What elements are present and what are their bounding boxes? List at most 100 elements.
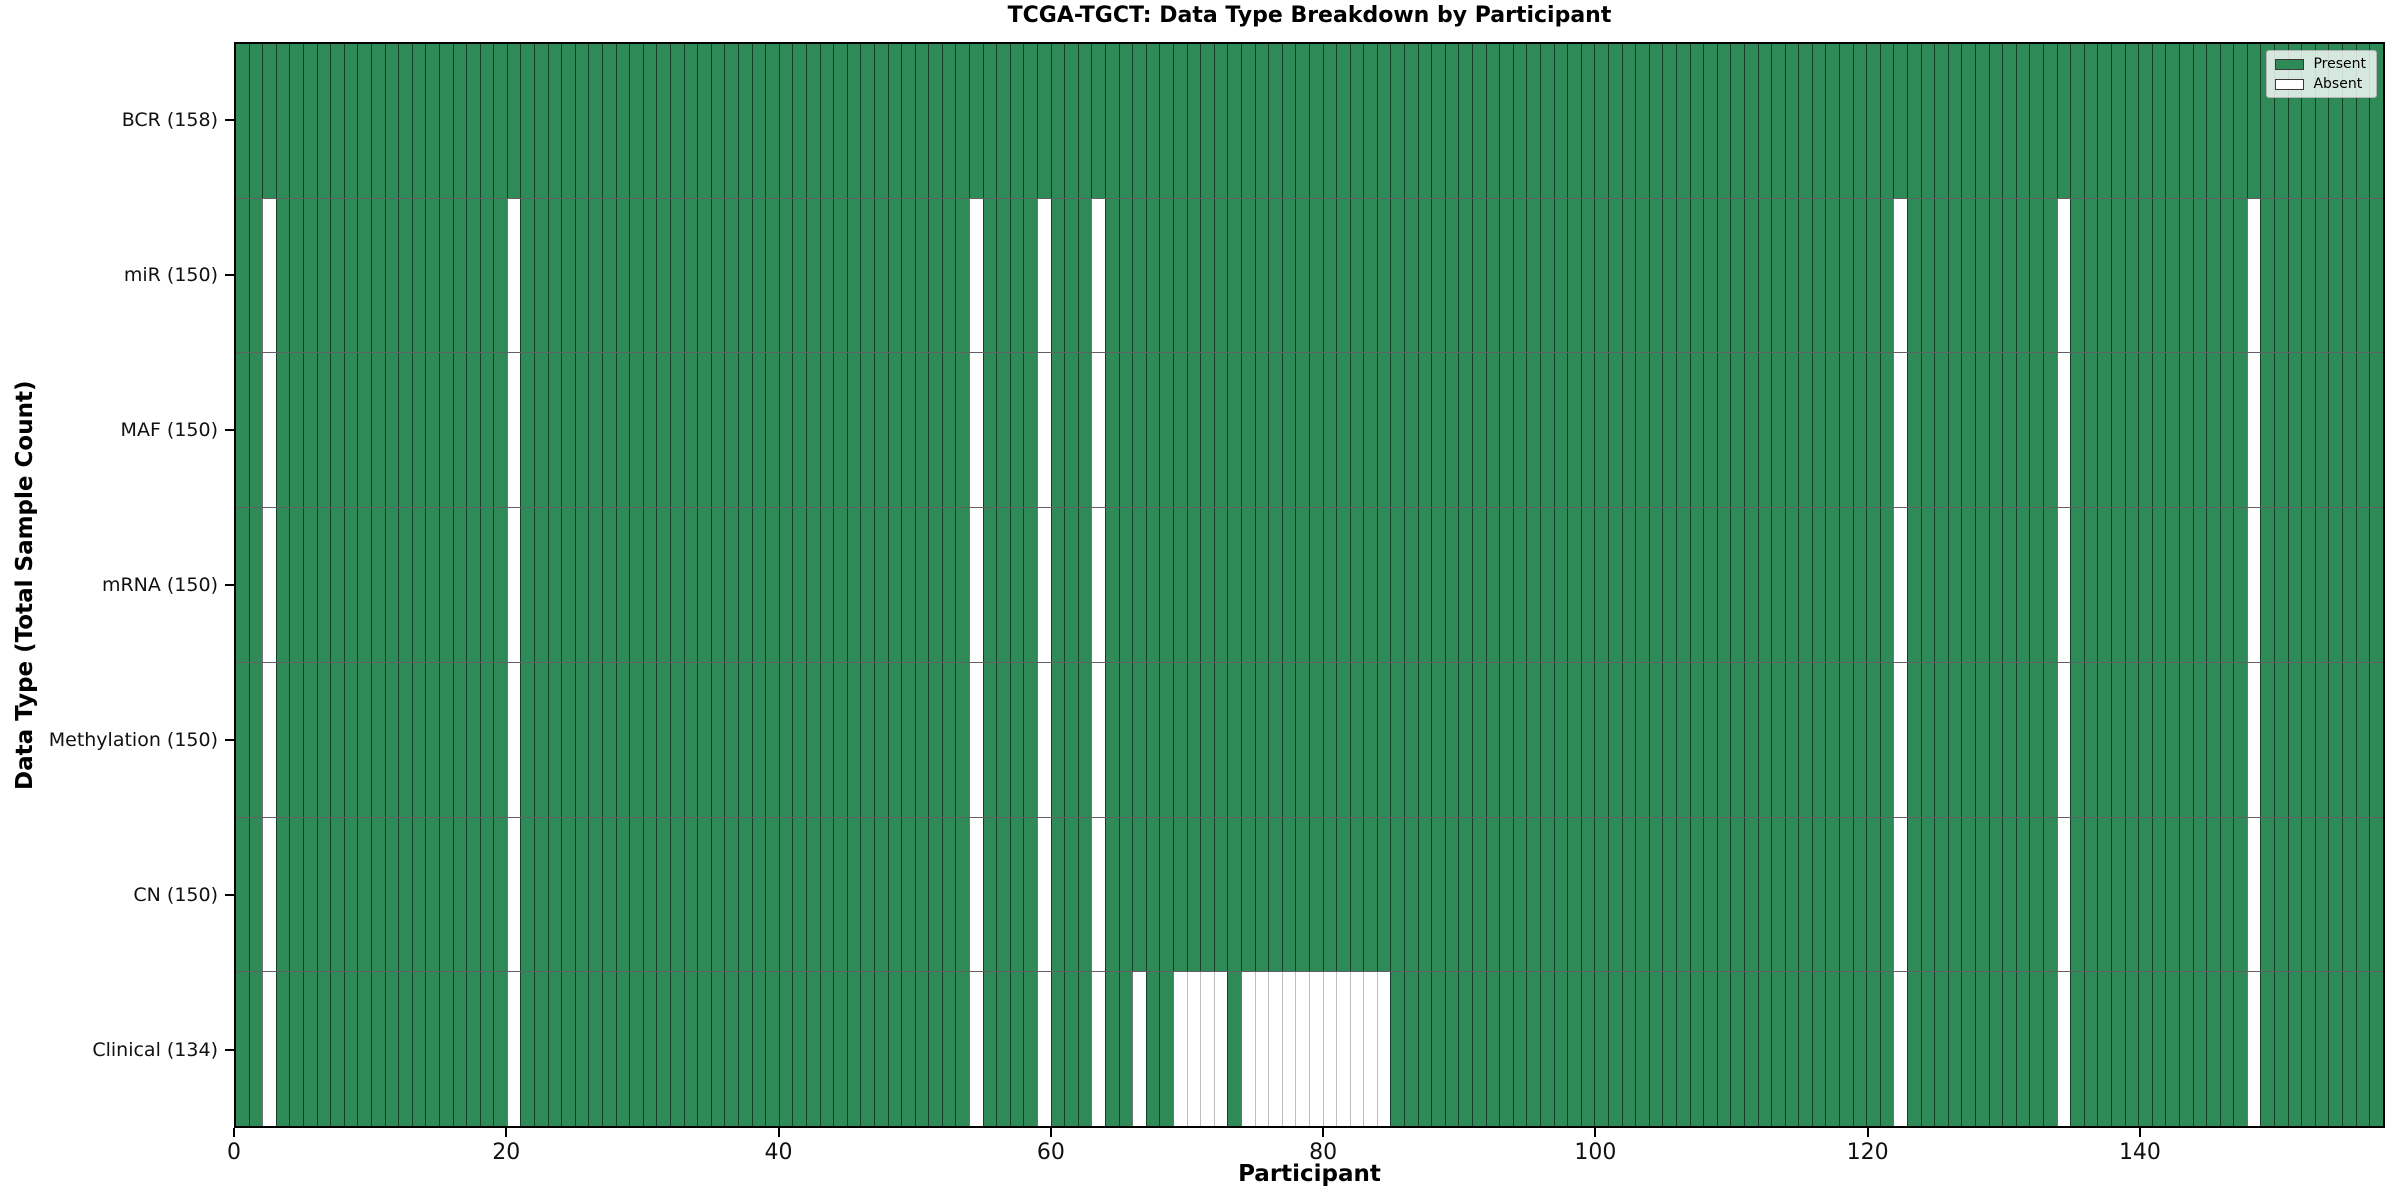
grid-cell-present [343, 508, 358, 662]
grid-cell-present [1295, 508, 1309, 662]
grid-cell-present [1567, 198, 1581, 353]
grid-cell-present [846, 662, 861, 817]
grid-cell-present [1635, 508, 1649, 662]
grid-cell-present [2165, 817, 2179, 972]
grid-cell-present [2070, 972, 2084, 1127]
legend: Present Absent [2266, 50, 2377, 98]
legend-entry-absent: Absent [2275, 77, 2366, 91]
grid-cell-present [1743, 972, 1758, 1127]
grid-cell-present [670, 508, 684, 662]
grid-cell-present [1159, 44, 1173, 198]
grid-cell-present [1308, 198, 1323, 353]
grid-cell-present [1526, 198, 1540, 353]
grid-cell-present [629, 353, 643, 508]
grid-cell-present [2274, 817, 2288, 972]
grid-cell-present [2301, 662, 2315, 817]
y-tick-mark [225, 894, 234, 897]
grid-cell-present [1363, 817, 1377, 972]
grid-cell-present [1363, 662, 1377, 817]
grid-cell-present [520, 508, 535, 662]
grid-cell-present [1540, 198, 1554, 353]
grid-cell-present [2287, 198, 2302, 353]
grid-cell-present [1526, 817, 1540, 972]
grid-cell-present [642, 817, 657, 972]
grid-cell-absent [969, 508, 983, 662]
grid-cell-present [1716, 972, 1731, 1127]
grid-cell-present [1866, 44, 1880, 198]
grid-cell-present [1472, 198, 1486, 353]
grid-cell-present [370, 198, 385, 353]
grid-cell-present [1336, 353, 1350, 508]
grid-cell-present [1811, 44, 1826, 198]
grid-cell-present [1879, 44, 1894, 198]
grid-cell-present [1105, 817, 1119, 972]
grid-cell-present [1839, 662, 1853, 817]
grid-cell-present [1621, 972, 1636, 1127]
grid-cell-present [2206, 508, 2220, 662]
grid-cell-present [928, 662, 942, 817]
grid-cell-present [1472, 662, 1486, 817]
grid-cell-present [846, 198, 861, 353]
grid-cell-present [901, 353, 915, 508]
grid-cell-present [1023, 972, 1038, 1127]
grid-cell-present [2369, 198, 2383, 353]
grid-cell-present [534, 198, 548, 353]
grid-cell-present [1240, 198, 1255, 353]
grid-cell-present [248, 662, 263, 817]
grid-cell-present [846, 353, 861, 508]
grid-cell-present [2070, 817, 2084, 972]
grid-cell-present [1757, 508, 1772, 662]
grid-cell-present [1825, 972, 1840, 1127]
grid-cell-present [873, 44, 888, 198]
grid-cell-present [1621, 662, 1636, 817]
grid-cell-present [2138, 198, 2152, 353]
grid-cell-present [1540, 662, 1554, 817]
grid-cell-present [330, 972, 344, 1127]
grid-cell-present [2124, 508, 2139, 662]
grid-cell-present [316, 972, 331, 1127]
grid-cell-present [1485, 353, 1500, 508]
grid-cell-present [928, 198, 942, 353]
grid-cell-present [1743, 508, 1758, 662]
grid-cell-present [1186, 198, 1201, 353]
grid-cell-present [683, 353, 698, 508]
grid-cell-present [737, 44, 752, 198]
grid-cell-present [1172, 508, 1187, 662]
grid-cell-present [1023, 662, 1038, 817]
grid-cell-present [1662, 817, 1676, 972]
grid-cell-absent [969, 817, 983, 972]
grid-cell-present [1023, 198, 1038, 353]
grid-cell-present [1607, 662, 1622, 817]
grid-cell-present [1947, 508, 1962, 662]
legend-label-absent: Absent [2313, 76, 2363, 92]
grid-cell-present [588, 198, 603, 353]
grid-cell-present [561, 662, 575, 817]
grid-cell-present [724, 508, 738, 662]
grid-cell-present [1526, 353, 1540, 508]
grid-cell-present [1934, 662, 1948, 817]
grid-cell-present [2328, 353, 2343, 508]
grid-cell-present [425, 972, 439, 1127]
grid-cell-present [1485, 817, 1500, 972]
grid-cell-absent [1893, 353, 1908, 508]
x-tick-label: 20 [492, 1140, 521, 1165]
grid-cell-present [2206, 817, 2220, 972]
grid-cell-present [1743, 353, 1758, 508]
grid-cell-present [1730, 662, 1744, 817]
grid-cell-present [2070, 508, 2084, 662]
grid-cell-present [1811, 198, 1826, 353]
grid-cell-present [1580, 353, 1595, 508]
grid-cell-present [1268, 817, 1282, 972]
grid-cell-present [1771, 817, 1785, 972]
grid-cell-absent [2246, 662, 2261, 817]
grid-cell-absent [2056, 353, 2071, 508]
grid-cell-present [236, 198, 249, 353]
grid-cell-present [1172, 353, 1187, 508]
grid-cell-present [2274, 972, 2288, 1127]
grid-cell-present [1621, 198, 1636, 353]
grid-cell-present [1118, 44, 1133, 198]
grid-cell-present [941, 44, 956, 198]
grid-cell-present [1390, 662, 1405, 817]
grid-cell-present [1254, 353, 1269, 508]
grid-cell-present [1811, 353, 1826, 508]
